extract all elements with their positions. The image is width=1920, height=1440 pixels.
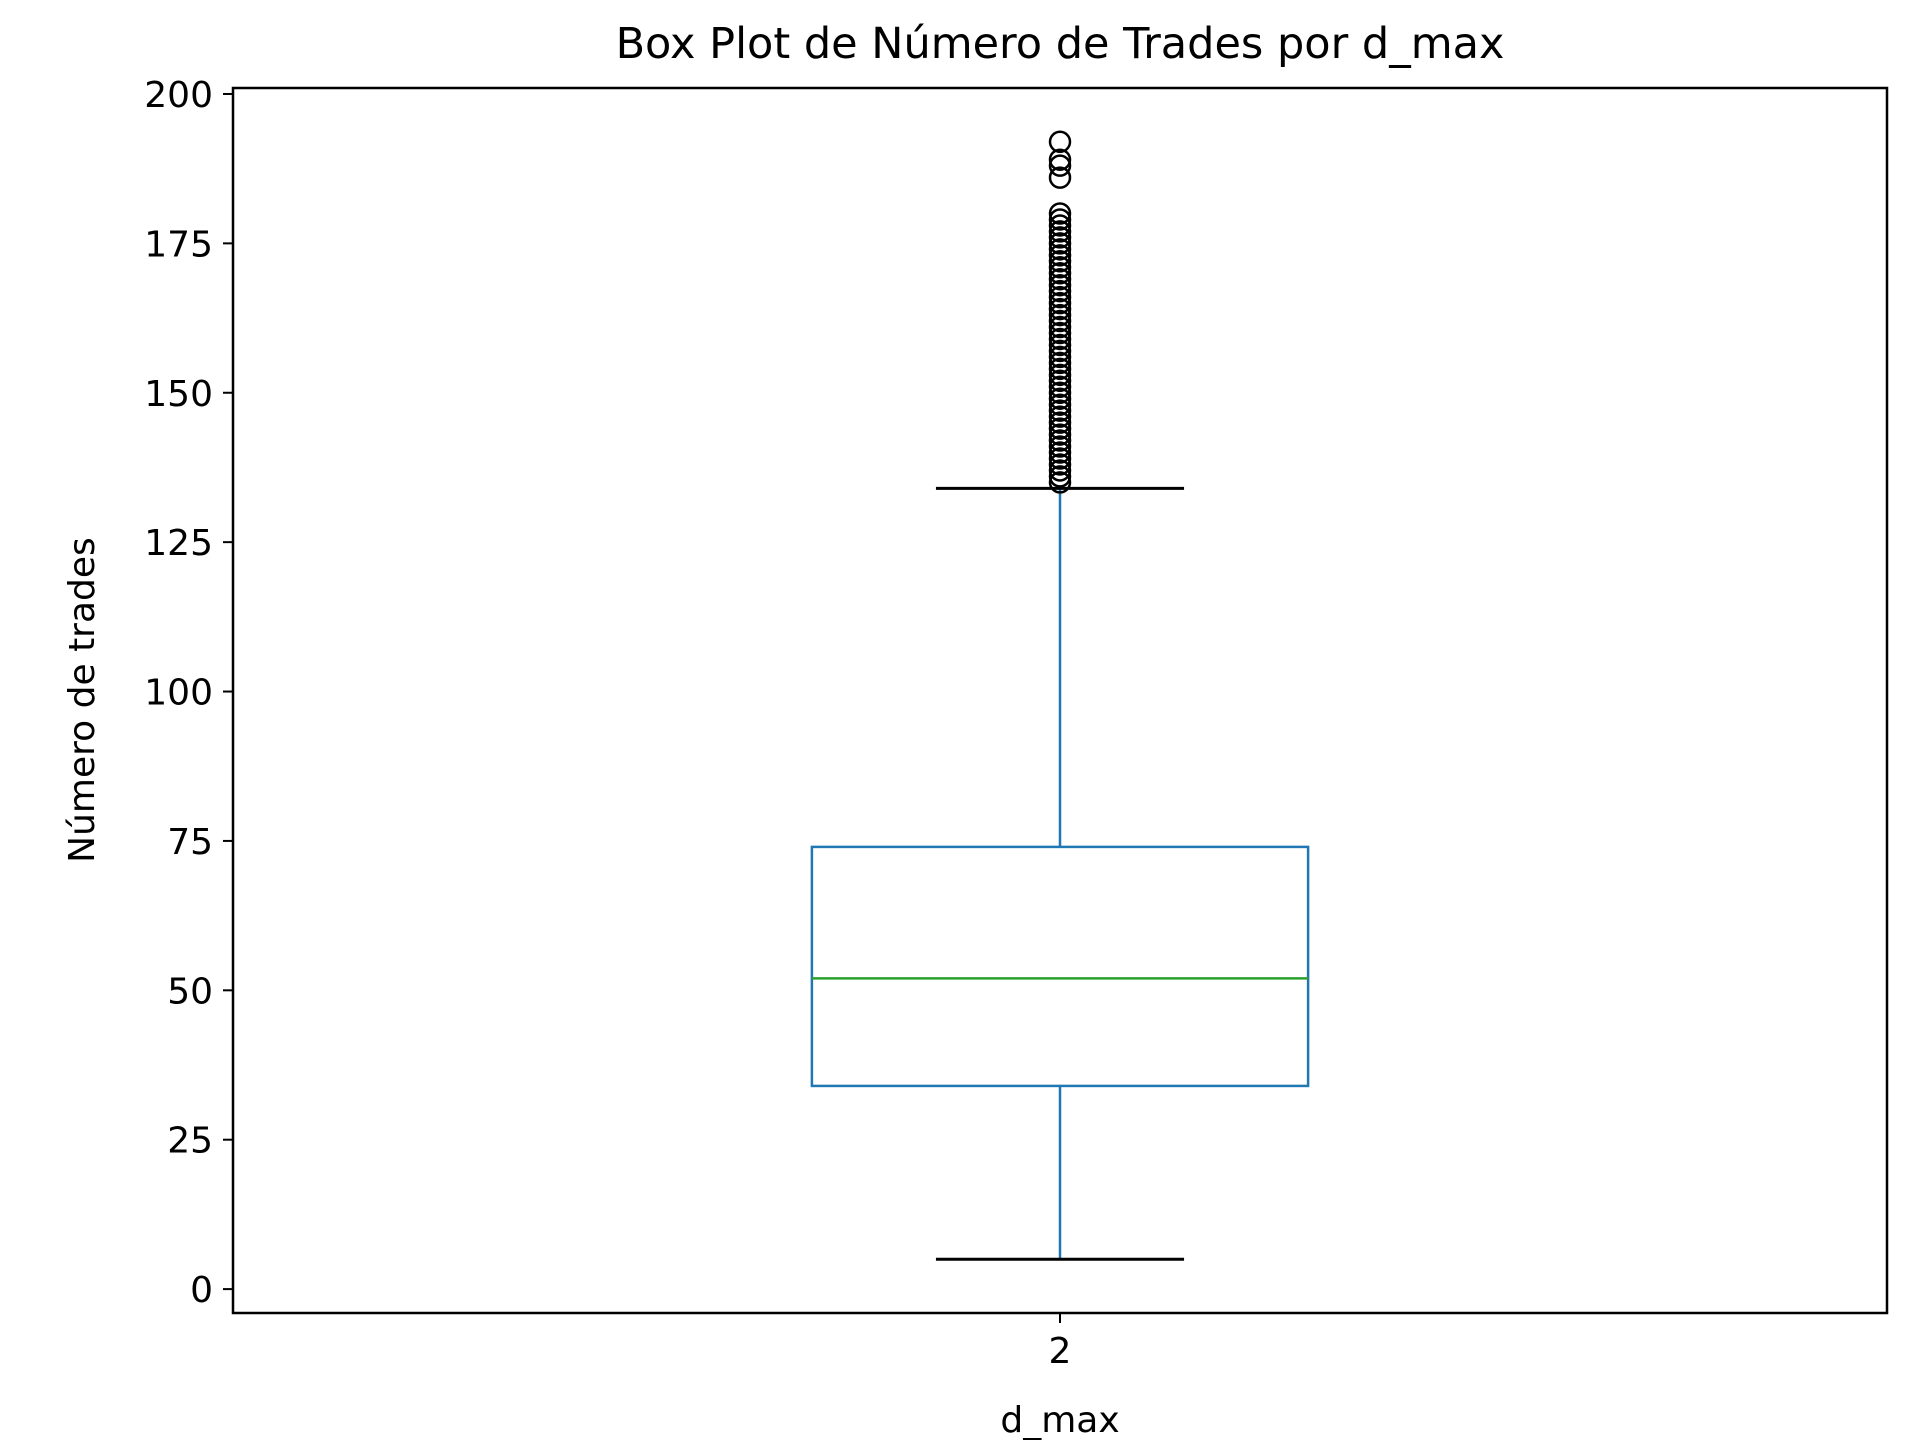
outlier-point	[1048, 238, 1072, 261]
outlier-point	[1048, 387, 1072, 410]
outlier-point	[1048, 154, 1072, 177]
outlier-point	[1048, 273, 1072, 297]
outlier-point	[1048, 256, 1072, 279]
outlier-point	[1048, 357, 1072, 381]
outlier-point	[1048, 130, 1072, 154]
outlier-point	[1048, 351, 1072, 375]
outlier-point	[1048, 339, 1072, 363]
outlier-point	[1048, 261, 1072, 285]
outlier-point	[1048, 375, 1072, 399]
outlier-point	[1048, 465, 1072, 488]
y-tick-label: 75	[167, 822, 213, 863]
y-axis-title: Número de trades	[62, 537, 103, 863]
outlier-point	[1048, 327, 1072, 351]
outlier-point	[1048, 447, 1072, 470]
outlier-point	[1048, 208, 1072, 231]
outlier-point	[1048, 453, 1072, 476]
iqr-box	[810, 845, 1310, 1088]
outlier-point	[1048, 441, 1072, 464]
outlier-point	[1048, 291, 1072, 315]
outlier-point	[1048, 369, 1072, 393]
outlier-point	[1048, 315, 1072, 339]
y-tick-label: 150	[144, 374, 213, 415]
outlier-point	[1048, 363, 1072, 387]
chart-title: Box Plot de Número de Trades por d_max	[616, 19, 1505, 69]
outlier-point	[1048, 471, 1072, 494]
y-tick-label: 100	[144, 673, 213, 714]
plot-marks	[810, 130, 1310, 1261]
y-tick-label: 25	[167, 1121, 213, 1162]
y-tick-label: 50	[167, 971, 213, 1012]
outlier-point	[1048, 405, 1072, 428]
x-axis-title: d_max	[1000, 1400, 1119, 1440]
outlier-point	[1048, 220, 1072, 243]
outlier-point	[1048, 285, 1072, 309]
y-tick-label: 0	[190, 1270, 213, 1311]
outlier-point	[1048, 321, 1072, 345]
outlier-point	[1048, 267, 1072, 291]
outlier-point	[1048, 417, 1072, 440]
outlier-point	[1048, 214, 1072, 237]
outlier-point	[1048, 226, 1072, 249]
outlier-point	[1048, 393, 1072, 416]
outlier-point	[1048, 232, 1072, 255]
outlier-point	[1048, 459, 1072, 482]
outlier-point	[1048, 423, 1072, 446]
outlier-point	[1048, 202, 1072, 225]
outlier-point	[1048, 166, 1072, 189]
outlier-point	[1048, 250, 1072, 273]
y-axis: 0 25 50 75 100 125 150 175 200	[144, 75, 233, 1311]
y-tick-label: 200	[144, 75, 213, 116]
x-tick-label: 2	[1049, 1331, 1072, 1372]
outlier-point	[1048, 435, 1072, 458]
outlier-point	[1048, 333, 1072, 357]
x-axis: 2	[1049, 1313, 1072, 1372]
outlier-point	[1048, 429, 1072, 452]
outlier-point	[1048, 297, 1072, 321]
outlier-point	[1048, 303, 1072, 327]
outlier-point	[1048, 411, 1072, 434]
y-tick-label: 125	[144, 523, 213, 564]
outlier-point	[1048, 345, 1072, 369]
plot-frame	[231, 86, 1889, 1315]
outlier-point	[1048, 279, 1072, 303]
outlier-point	[1048, 381, 1072, 405]
outlier-point	[1048, 148, 1072, 171]
outlier-point	[1048, 244, 1072, 267]
outlier-point	[1048, 309, 1072, 333]
outlier-point	[1048, 399, 1072, 422]
y-tick-label: 175	[144, 224, 213, 265]
